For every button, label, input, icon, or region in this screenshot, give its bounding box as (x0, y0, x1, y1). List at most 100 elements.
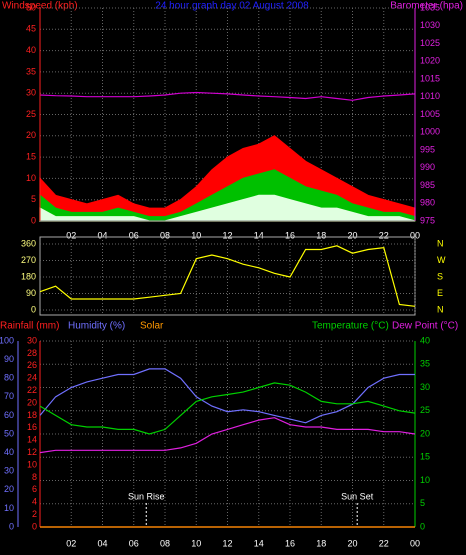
x-tick-label: 12 (222, 538, 232, 548)
x-tick-label: 22 (379, 230, 389, 240)
y-tick-label: 30 (27, 335, 37, 345)
y-tick-label: 35 (26, 66, 36, 76)
y-tick-label: 40 (26, 45, 36, 55)
legend-entry: Rainfall (mm) (0, 321, 59, 332)
x-tick-label: 04 (97, 538, 107, 548)
y-tick-label: 10 (27, 459, 37, 469)
y-tick-label: 50 (4, 428, 14, 438)
y-tick-label: 6 (32, 484, 37, 494)
x-tick-label: 14 (254, 230, 264, 240)
series-line (39, 245, 416, 307)
y-tick-label: 180 (21, 271, 36, 281)
y-tick-label: 60 (4, 410, 14, 420)
y-tick-label: 16 (27, 422, 37, 432)
y-tick-label: 10 (26, 173, 36, 183)
legend-entry: Humidity (%) (68, 321, 125, 332)
x-tick-label: 18 (316, 230, 326, 240)
y-tick-label: 20 (27, 397, 37, 407)
y-tick-label: S (437, 271, 443, 281)
y-tick-label: 975 (420, 215, 435, 225)
y-tick-label: 30 (4, 466, 14, 476)
annotation: Sun Rise (128, 491, 165, 501)
y-tick-label: N (437, 304, 444, 314)
y-tick-label: 26 (27, 360, 37, 370)
y-tick-label: 985 (420, 180, 435, 190)
barometer-label: Barometer (hpa) (390, 1, 463, 12)
y-tick-label: 40 (420, 335, 430, 345)
y-tick-label: 24 (27, 373, 37, 383)
x-tick-label: 20 (347, 538, 357, 548)
legend-entry: Temperature (°C) (312, 321, 389, 332)
y-tick-label: 990 (420, 162, 435, 172)
y-tick-label: 10 (420, 475, 430, 485)
x-tick-label: 12 (222, 230, 232, 240)
y-tick-label: 90 (26, 288, 36, 298)
x-tick-label: 22 (379, 538, 389, 548)
y-tick-label: 45 (26, 24, 36, 34)
y-tick-label: 22 (27, 385, 37, 395)
y-tick-label: 5 (420, 498, 425, 508)
y-tick-label: 1000 (420, 127, 440, 137)
windspeed-label: Windspeed (kph) (2, 1, 78, 12)
x-tick-label: 02 (66, 538, 76, 548)
y-tick-label: 5 (31, 194, 36, 204)
y-tick-label: 15 (26, 151, 36, 161)
y-tick-label: 40 (4, 447, 14, 457)
y-tick-label: W (437, 255, 446, 265)
y-tick-label: 8 (32, 472, 37, 482)
y-tick-label: 1015 (420, 73, 440, 83)
y-tick-label: 25 (26, 109, 36, 119)
y-tick-label: N (437, 238, 444, 248)
legend-entry: Solar (140, 321, 164, 332)
x-tick-label: 00 (410, 538, 420, 548)
y-tick-label: 995 (420, 144, 435, 154)
y-tick-label: 1035 (420, 2, 440, 12)
y-tick-label: 20 (4, 484, 14, 494)
annotation: Sun Set (341, 491, 374, 501)
y-tick-label: 1005 (420, 109, 440, 119)
y-tick-label: 0 (31, 215, 36, 225)
x-tick-label: 14 (254, 538, 264, 548)
legend-entry: Dew Point (°C) (392, 321, 458, 332)
y-tick-label: 35 (420, 359, 430, 369)
y-tick-label: 30 (26, 88, 36, 98)
x-tick-label: 18 (316, 538, 326, 548)
chart-title: 24 hour graph day 02 August 2008 (155, 1, 309, 12)
y-tick-label: E (437, 288, 443, 298)
x-tick-label: 00 (410, 230, 420, 240)
x-tick-label: 02 (66, 230, 76, 240)
y-tick-label: 270 (21, 255, 36, 265)
y-tick-label: 4 (32, 497, 37, 507)
x-tick-label: 06 (129, 230, 139, 240)
series-line (39, 382, 416, 435)
y-tick-label: 0 (420, 521, 425, 531)
y-tick-label: 1020 (420, 56, 440, 66)
y-tick-label: 50 (26, 2, 36, 12)
y-tick-label: 18 (27, 410, 37, 420)
x-tick-label: 08 (160, 230, 170, 240)
x-tick-label: 04 (97, 230, 107, 240)
y-tick-label: 70 (4, 391, 14, 401)
y-tick-label: 80 (4, 373, 14, 383)
series-line (39, 194, 416, 222)
series-line (39, 91, 416, 101)
y-tick-label: 10 (4, 503, 14, 513)
y-tick-label: 30 (420, 382, 430, 392)
y-tick-label: 15 (420, 452, 430, 462)
y-tick-label: 25 (420, 405, 430, 415)
y-tick-label: 20 (420, 428, 430, 438)
y-tick-label: 20 (26, 130, 36, 140)
y-tick-label: 0 (32, 521, 37, 531)
y-tick-label: 90 (4, 354, 14, 364)
x-tick-label: 10 (191, 538, 201, 548)
y-tick-label: 14 (27, 435, 37, 445)
x-tick-label: 16 (285, 538, 295, 548)
series-line (39, 417, 416, 454)
y-tick-label: 0 (9, 521, 14, 531)
y-tick-label: 1030 (420, 20, 440, 30)
y-tick-label: 12 (27, 447, 37, 457)
y-tick-label: 1010 (420, 91, 440, 101)
x-tick-label: 06 (129, 538, 139, 548)
